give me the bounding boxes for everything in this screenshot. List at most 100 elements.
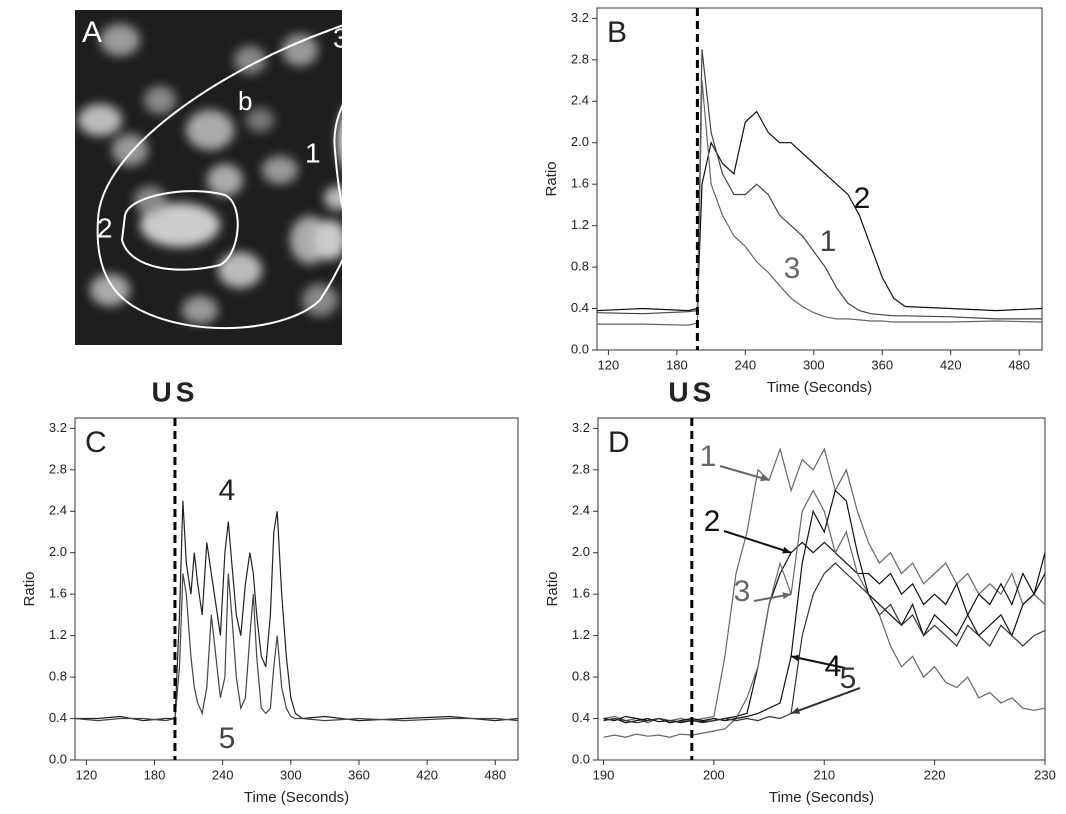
plot-frame (596, 7, 1043, 351)
y-tick-label: 2.4 (571, 93, 589, 108)
x-tick-label: 190 (593, 767, 615, 782)
cell-label: 1 (305, 137, 321, 168)
x-tick-label: 480 (484, 767, 506, 782)
x-tick-label: 120 (598, 357, 620, 372)
series-label: 1 (820, 225, 837, 258)
series-line (597, 80, 1043, 326)
y-tick-label: 1.6 (49, 586, 67, 601)
cell-label: 3 (333, 22, 349, 53)
panel-letter: B (607, 16, 627, 49)
y-axis-label: Ratio (544, 571, 561, 606)
scale-label: 20 µm (392, 307, 434, 324)
y-tick-label: 0.4 (572, 710, 590, 725)
series-line (596, 110, 1043, 312)
y-tick-label: 2.8 (49, 461, 67, 476)
x-tick-label: 240 (734, 357, 756, 372)
x-tick-label: 220 (924, 767, 946, 782)
y-tick-label: 0.8 (49, 669, 67, 684)
arrow-head (782, 546, 792, 554)
region-outlines (96, 12, 469, 330)
series-line (74, 573, 519, 722)
x-tick-label: 180 (666, 357, 688, 372)
series-line (603, 541, 1046, 724)
series-line (596, 49, 1042, 320)
y-tick-label: 0.4 (49, 710, 67, 725)
series-label: 4 (219, 474, 236, 507)
y-tick-label: 1.2 (49, 627, 67, 642)
series-line (603, 489, 1046, 724)
cell-blobs (78, 24, 342, 324)
series-label: 1 (700, 440, 717, 473)
y-tick-label: 2.4 (572, 503, 590, 518)
region-label: b (238, 86, 252, 116)
series-label: 5 (219, 722, 236, 755)
y-tick-label: 1.2 (571, 217, 589, 232)
cell-label: 2 (97, 212, 113, 243)
x-tick-label: 200 (703, 767, 725, 782)
y-tick-label: 0.8 (571, 259, 589, 274)
x-axis-label: Time (Seconds) (769, 789, 874, 806)
x-tick-label: 120 (76, 767, 98, 782)
y-axis-label: Ratio (543, 161, 560, 196)
x-tick-label: 300 (280, 767, 302, 782)
y-tick-label: 2.0 (572, 544, 590, 559)
arrow-head (760, 474, 770, 482)
series-label: 3 (784, 252, 801, 285)
y-tick-label: 0.0 (49, 751, 67, 766)
x-tick-label: 480 (1008, 357, 1030, 372)
series-label: 5 (840, 662, 857, 695)
series-label: 2 (854, 182, 871, 215)
series-line (603, 562, 1046, 724)
y-tick-label: 3.2 (572, 420, 590, 435)
arrow (723, 530, 792, 554)
y-tick-label: 2.8 (572, 461, 590, 476)
x-axis-label: Time (Seconds) (767, 379, 872, 396)
arrow-head (782, 592, 792, 600)
plot-frame (74, 417, 519, 761)
y-tick-label: 2.8 (571, 51, 589, 66)
series-label: 3 (734, 575, 751, 608)
panel-a: A b c 1 2 3 4 5 20 µm (75, 10, 469, 345)
panel-letter: A (82, 16, 102, 49)
stimulus-label: US (152, 376, 199, 407)
y-tick-label: 3.2 (571, 10, 589, 25)
arrow-head (791, 707, 801, 714)
x-tick-label: 180 (144, 767, 166, 782)
y-tick-label: 0.8 (572, 669, 590, 684)
series-line (603, 489, 1046, 738)
arrow-head (791, 654, 800, 662)
y-tick-label: 2.0 (571, 134, 589, 149)
x-tick-label: 360 (871, 357, 893, 372)
y-axis-label: Ratio (21, 571, 38, 606)
region-label: c (430, 99, 443, 129)
arrow (719, 465, 770, 482)
stimulus-label: US (668, 376, 715, 407)
arrow (790, 655, 846, 669)
x-tick-label: 230 (1034, 767, 1056, 782)
x-tick-label: 300 (803, 357, 825, 372)
x-tick-label: 420 (940, 357, 962, 372)
panel-letter: C (85, 426, 107, 459)
y-tick-label: 0.0 (571, 341, 589, 356)
x-axis-label: Time (Seconds) (244, 789, 349, 806)
series-line (603, 447, 1046, 724)
series-label: 2 (704, 505, 721, 538)
y-tick-label: 2.0 (49, 544, 67, 559)
x-tick-label: 420 (416, 767, 438, 782)
plot-frame (597, 417, 1046, 761)
x-tick-label: 240 (212, 767, 234, 782)
y-tick-label: 1.6 (571, 176, 589, 191)
y-tick-label: 0.0 (572, 751, 590, 766)
y-tick-label: 3.2 (49, 420, 67, 435)
series-line (75, 500, 519, 722)
y-tick-label: 1.2 (572, 627, 590, 642)
cell-label: 5 (423, 152, 439, 183)
x-tick-label: 360 (348, 767, 370, 782)
panel-letter: D (608, 426, 630, 459)
y-tick-label: 2.4 (49, 503, 67, 518)
y-tick-label: 1.6 (572, 586, 590, 601)
y-tick-label: 0.4 (571, 300, 589, 315)
arrow (790, 687, 861, 715)
